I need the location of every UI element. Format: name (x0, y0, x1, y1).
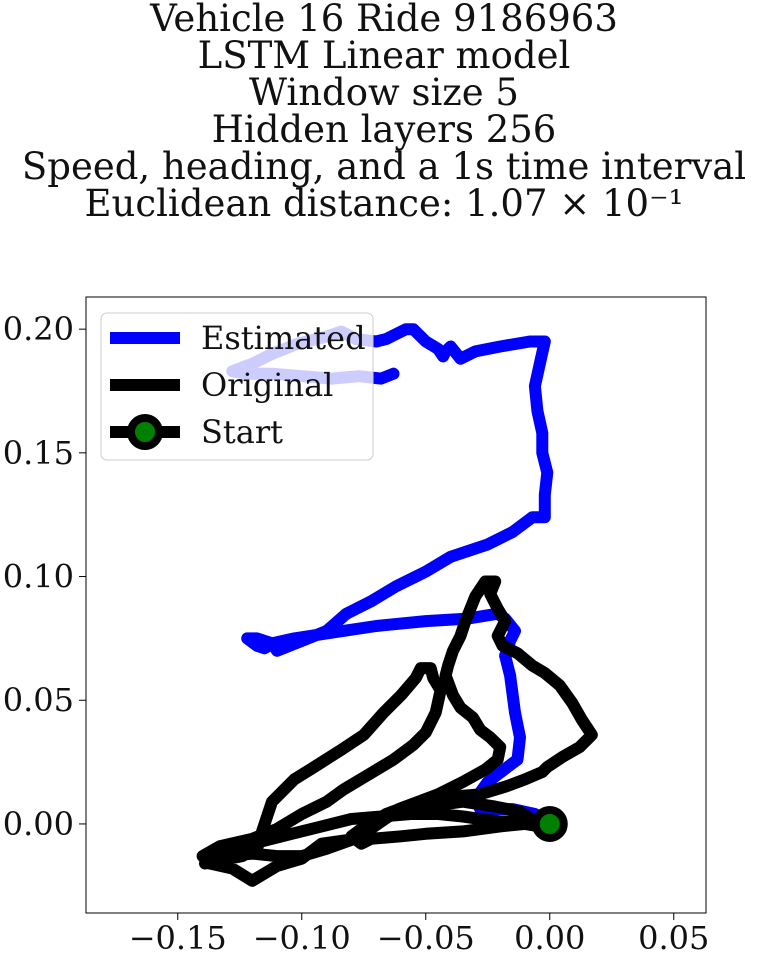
x-tick-label: −0.10 (253, 919, 351, 957)
title-line-distance: Euclidean distance: 1.07 × 10⁻¹ (84, 182, 684, 225)
title-line-features: Speed, heading, and a 1s time interval (21, 145, 747, 188)
y-tick-label: 0.05 (3, 681, 74, 719)
plot-frame (85, 296, 707, 914)
series-line-original (196, 575, 598, 887)
start-marker (531, 805, 568, 842)
title-line-model: LSTM Linear model (197, 34, 571, 77)
legend-start-marker (127, 414, 163, 450)
y-tick-label: 0.10 (3, 558, 74, 596)
title-line-hidden: Hidden layers 256 (211, 108, 557, 151)
x-tick-label: 0.00 (514, 919, 585, 957)
legend-label-original: Original (201, 366, 333, 404)
legend-label-estimated: Estimated (201, 319, 366, 357)
x-tick-label: −0.15 (129, 919, 227, 957)
x-tick-label: −0.05 (377, 919, 475, 957)
legend-label-start: Start (201, 413, 283, 451)
legend-box (100, 312, 374, 461)
title-line-vehicle: Vehicle 16 Ride 9186963 (150, 0, 618, 40)
chart-title: Vehicle 16 Ride 9186963 LSTM Linear mode… (0, 0, 768, 222)
title-line-window: Window size 5 (249, 71, 519, 114)
x-tick-label: 0.05 (638, 919, 709, 957)
y-tick-label: 0.15 (3, 434, 74, 472)
y-tick-label: 0.00 (3, 805, 74, 843)
legend: Estimated Original Start (100, 312, 374, 461)
y-tick-label: 0.20 (3, 310, 74, 348)
